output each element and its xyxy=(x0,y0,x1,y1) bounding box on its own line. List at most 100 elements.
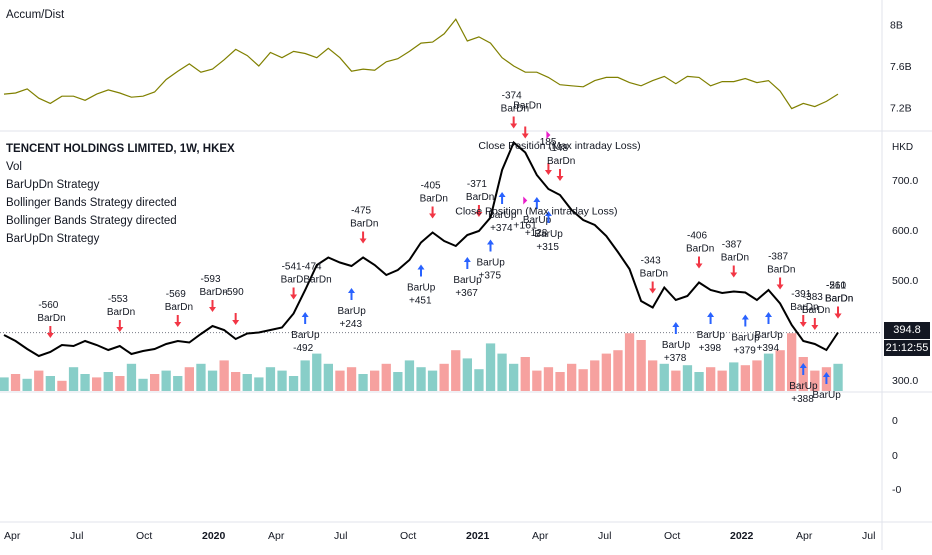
bar-down-pnl: -553 xyxy=(108,294,128,305)
volume-bar xyxy=(763,353,774,391)
bar-up-arrow xyxy=(544,211,552,223)
bar-up-arrow xyxy=(741,314,749,327)
bar-up-arrow xyxy=(301,312,309,324)
volume-bar xyxy=(381,363,391,391)
bar-up-label: BarUp xyxy=(477,258,506,269)
legend-strategy-3[interactable]: Bollinger Bands Strategy directed xyxy=(6,215,177,227)
price-tick-label: 500.0 xyxy=(892,275,918,287)
time-axis-label: Apr xyxy=(4,530,21,542)
volume-bar xyxy=(265,367,276,391)
volume-bar xyxy=(833,363,843,391)
bar-down-pnl: -371 xyxy=(467,179,487,190)
legend-strategy-4[interactable]: BarUpDn Strategy xyxy=(6,233,100,245)
volume-bar xyxy=(775,350,785,391)
bar-up-pnl: +367 xyxy=(455,288,478,299)
bar-up-arrow xyxy=(463,257,471,269)
volume-bar xyxy=(567,363,577,391)
bar-down-arrow xyxy=(730,265,738,278)
volume-bar xyxy=(578,369,588,391)
bar-down-pnl: -541-474 xyxy=(282,262,322,273)
bar-down-arrow xyxy=(799,315,807,327)
volume-bar xyxy=(173,376,183,391)
volume-bar xyxy=(126,363,137,391)
bar-up-label: BarUp xyxy=(534,229,563,240)
volume-bar xyxy=(115,376,125,391)
volume-bar xyxy=(300,360,310,391)
price-legend: TENCENT HOLDINGS LIMITED, 1W, HKEX Vol B… xyxy=(6,140,235,248)
volume-bar xyxy=(404,360,415,391)
bar-down-label: BarDn xyxy=(802,305,830,316)
close-position-pnl: +161 xyxy=(513,220,537,232)
volume-bar xyxy=(787,333,797,391)
bar-up-pnl: +398 xyxy=(699,343,722,354)
price-tick-label: 600.0 xyxy=(892,225,918,237)
bar-down-arrow xyxy=(174,315,182,327)
volume-bar xyxy=(485,343,496,391)
volume-bar xyxy=(242,374,252,391)
volume-bar xyxy=(810,370,820,391)
time-axis-label: Jul xyxy=(598,530,611,542)
legend-vol[interactable]: Vol xyxy=(6,161,22,173)
bar-up-label: BarUp xyxy=(523,215,552,226)
countdown-tag: 21:12:55 xyxy=(884,340,930,356)
close-marker xyxy=(523,196,528,205)
bar-down-pnl: -590 xyxy=(224,287,244,298)
volume-bar xyxy=(648,360,658,391)
volume-bar xyxy=(45,376,55,391)
bar-up-label: BarUp xyxy=(291,330,320,341)
volume-bar xyxy=(462,358,472,391)
volume-bar xyxy=(393,372,403,391)
volume-bar xyxy=(555,372,565,391)
bar-down-arrow xyxy=(695,256,703,269)
legend-symbol[interactable]: TENCENT HOLDINGS LIMITED, 1W, HKEX xyxy=(6,143,235,155)
accum-dist-title: Accum/Dist xyxy=(6,9,65,21)
bar-down-pnl: -569 xyxy=(166,289,186,300)
bar-up-arrow xyxy=(799,363,807,375)
bar-up-label: BarUp xyxy=(453,275,482,286)
bar-down-arrow xyxy=(544,163,552,175)
bar-down-pnl: -261 xyxy=(826,281,846,292)
time-axis-label: Apr xyxy=(268,530,285,542)
bar-down-pnl: -148 xyxy=(548,143,568,154)
volume-bar xyxy=(740,365,750,391)
bar-up-pnl: -492 xyxy=(293,343,313,354)
last-price-tag: 394.8 xyxy=(884,322,930,339)
volume-bar xyxy=(161,370,171,391)
volume-bar xyxy=(68,367,79,391)
volume-bar xyxy=(254,377,264,391)
time-axis-label: Oct xyxy=(400,530,416,542)
volume-bar xyxy=(207,370,218,391)
bar-down-arrow xyxy=(359,231,367,244)
bar-up-pnl: +394 xyxy=(757,343,780,354)
legend-strategy-2[interactable]: Bollinger Bands Strategy directed xyxy=(6,197,177,209)
time-axis-label: 2020 xyxy=(202,530,226,542)
bar-down-label: BarDn xyxy=(825,294,853,305)
bar-down-label: BarDn xyxy=(466,192,494,203)
bar-down-label: BarDn xyxy=(501,104,529,115)
volume-bar xyxy=(543,367,554,391)
volume-bar xyxy=(520,357,530,391)
bar-down-label: BarDn xyxy=(350,219,378,230)
bar-down-arrow xyxy=(521,126,529,139)
bar-down-label: BarDBarDn xyxy=(281,275,332,286)
price-tick-label: 700.0 xyxy=(892,175,918,187)
bar-up-pnl: +451 xyxy=(409,296,432,307)
bar-down-label: BarDn xyxy=(767,265,795,276)
legend-strategy-1[interactable]: BarUpDn Strategy xyxy=(6,179,100,191)
bar-up-arrow xyxy=(672,322,680,334)
volume-bar xyxy=(682,365,693,391)
bar-up-arrow xyxy=(487,239,494,252)
volume-bar xyxy=(497,353,507,391)
bar-down-label: BarDn xyxy=(790,302,818,313)
empty-pane-tick: -0 xyxy=(892,484,901,496)
volume-bar xyxy=(451,350,461,391)
volume-bar xyxy=(103,372,113,391)
bar-down-pnl: -343 xyxy=(641,256,661,267)
bar-down-arrow xyxy=(232,313,240,325)
bar-down-label: BarDn xyxy=(420,194,448,205)
volume-bar xyxy=(92,377,102,391)
time-axis-label: 2022 xyxy=(730,530,754,542)
bar-up-pnl: +374 xyxy=(490,223,513,234)
time-axis-label: Jul xyxy=(334,530,347,542)
time-axis-label: 2021 xyxy=(466,530,490,542)
